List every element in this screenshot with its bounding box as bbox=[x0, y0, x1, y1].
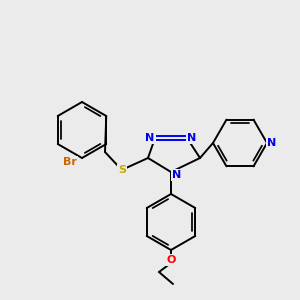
Text: S: S bbox=[118, 165, 126, 175]
Text: N: N bbox=[188, 133, 196, 143]
Text: N: N bbox=[146, 133, 154, 143]
Text: O: O bbox=[166, 255, 176, 265]
Text: N: N bbox=[267, 138, 277, 148]
Text: N: N bbox=[172, 170, 182, 180]
Text: Br: Br bbox=[63, 157, 77, 167]
